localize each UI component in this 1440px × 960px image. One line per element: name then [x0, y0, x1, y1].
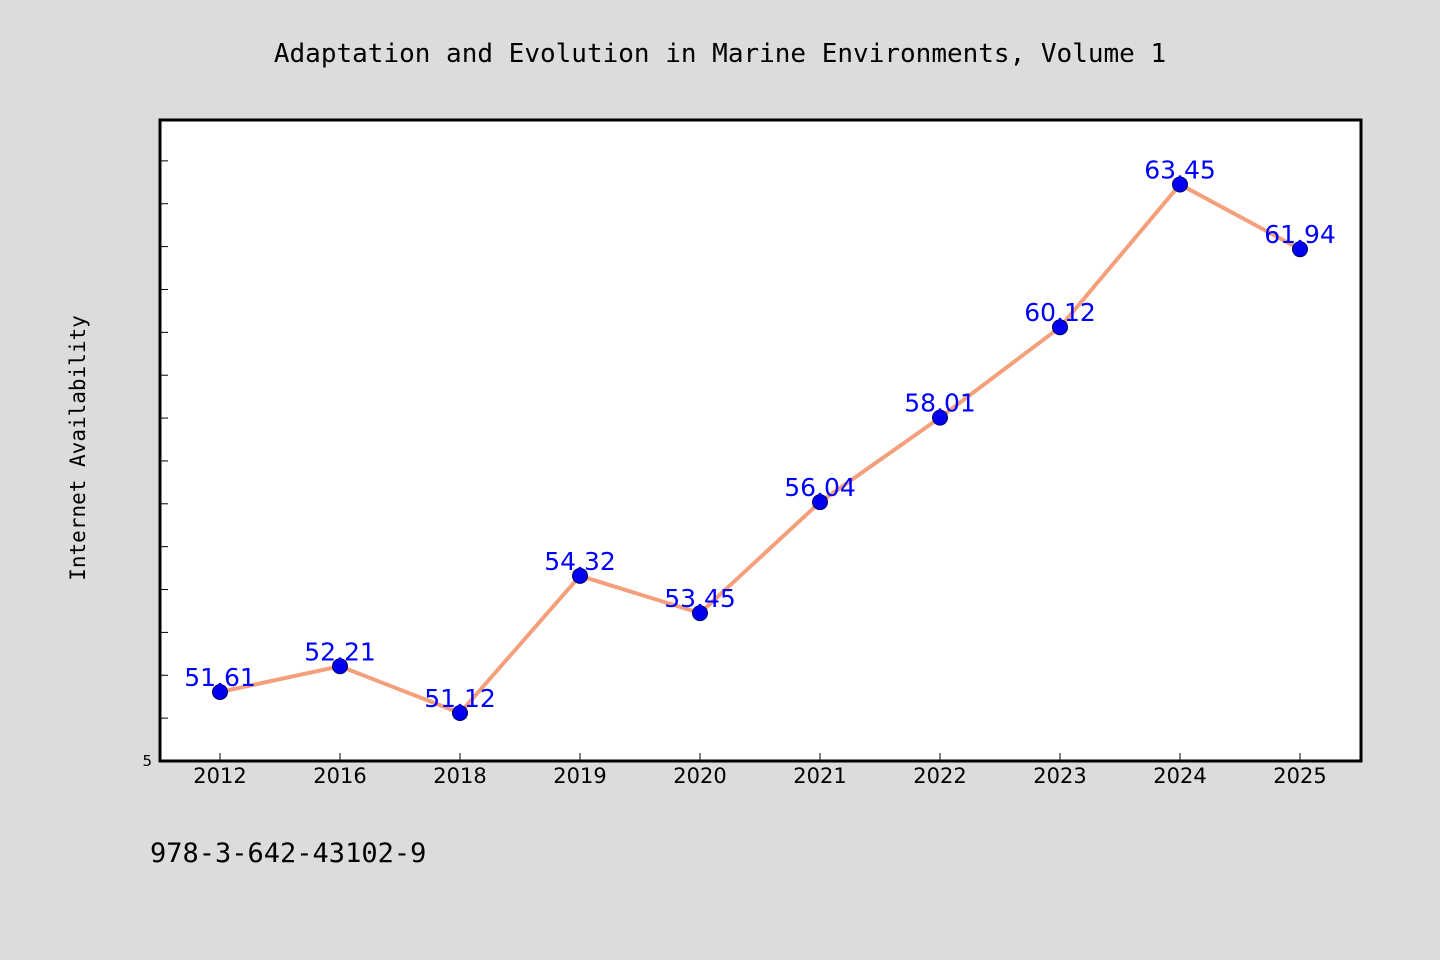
x-tick-label: 2020: [673, 764, 726, 788]
x-tick-label: 2025: [1273, 764, 1326, 788]
x-tick-label: 2023: [1033, 764, 1086, 788]
data-label: 53.45: [664, 584, 736, 613]
data-point: [932, 409, 948, 426]
data-label: 63.45: [1144, 155, 1216, 184]
x-tick-label: 2018: [433, 764, 486, 788]
data-label: 56.04: [784, 473, 856, 502]
y-axis-label: Internet Availability: [66, 315, 90, 581]
x-tick-label: 2022: [913, 764, 966, 788]
data-point: [1052, 319, 1068, 336]
data-point: [572, 567, 588, 584]
data-points: [212, 176, 1308, 721]
data-label: 51.12: [424, 684, 496, 713]
data-point: [1292, 241, 1308, 258]
x-tick-label: 2021: [793, 764, 846, 788]
data-label: 52.21: [304, 637, 376, 666]
data-label: 58.01: [904, 389, 976, 418]
data-point: [212, 683, 228, 700]
series-line-group: [219, 182, 1301, 715]
x-axis-ticks: 2012 2016 2018 2019 2020 2021 2022 2023 2024 2025: [193, 753, 1327, 788]
series-line: [219, 182, 1301, 715]
data-label: 51.61: [184, 663, 256, 692]
data-label: 54.32: [544, 547, 616, 576]
data-point: [1172, 176, 1188, 193]
data-label: 60.12: [1024, 298, 1096, 327]
x-tick-label: 2016: [313, 764, 366, 788]
data-point: [452, 704, 468, 721]
chart-title: Adaptation and Evolution in Marine Envir…: [274, 39, 1166, 69]
data-label: 61.94: [1264, 220, 1336, 249]
x-tick-label: 2024: [1153, 764, 1206, 788]
isbn-footer: 978-3-642-43102-9: [150, 838, 426, 869]
data-labels: 51.61 52.21 51.12 54.32 53.45 56.04 58.01 60.12…: [184, 155, 1336, 713]
x-tick-label: 2012: [193, 764, 246, 788]
data-point: [332, 658, 348, 675]
plot-area: [158, 118, 1363, 763]
x-tick-label: 2019: [553, 764, 606, 788]
y-tick-label: 5: [142, 752, 152, 770]
data-point: [692, 605, 708, 622]
data-point: [812, 494, 828, 511]
y-axis-ticks: [160, 160, 168, 719]
